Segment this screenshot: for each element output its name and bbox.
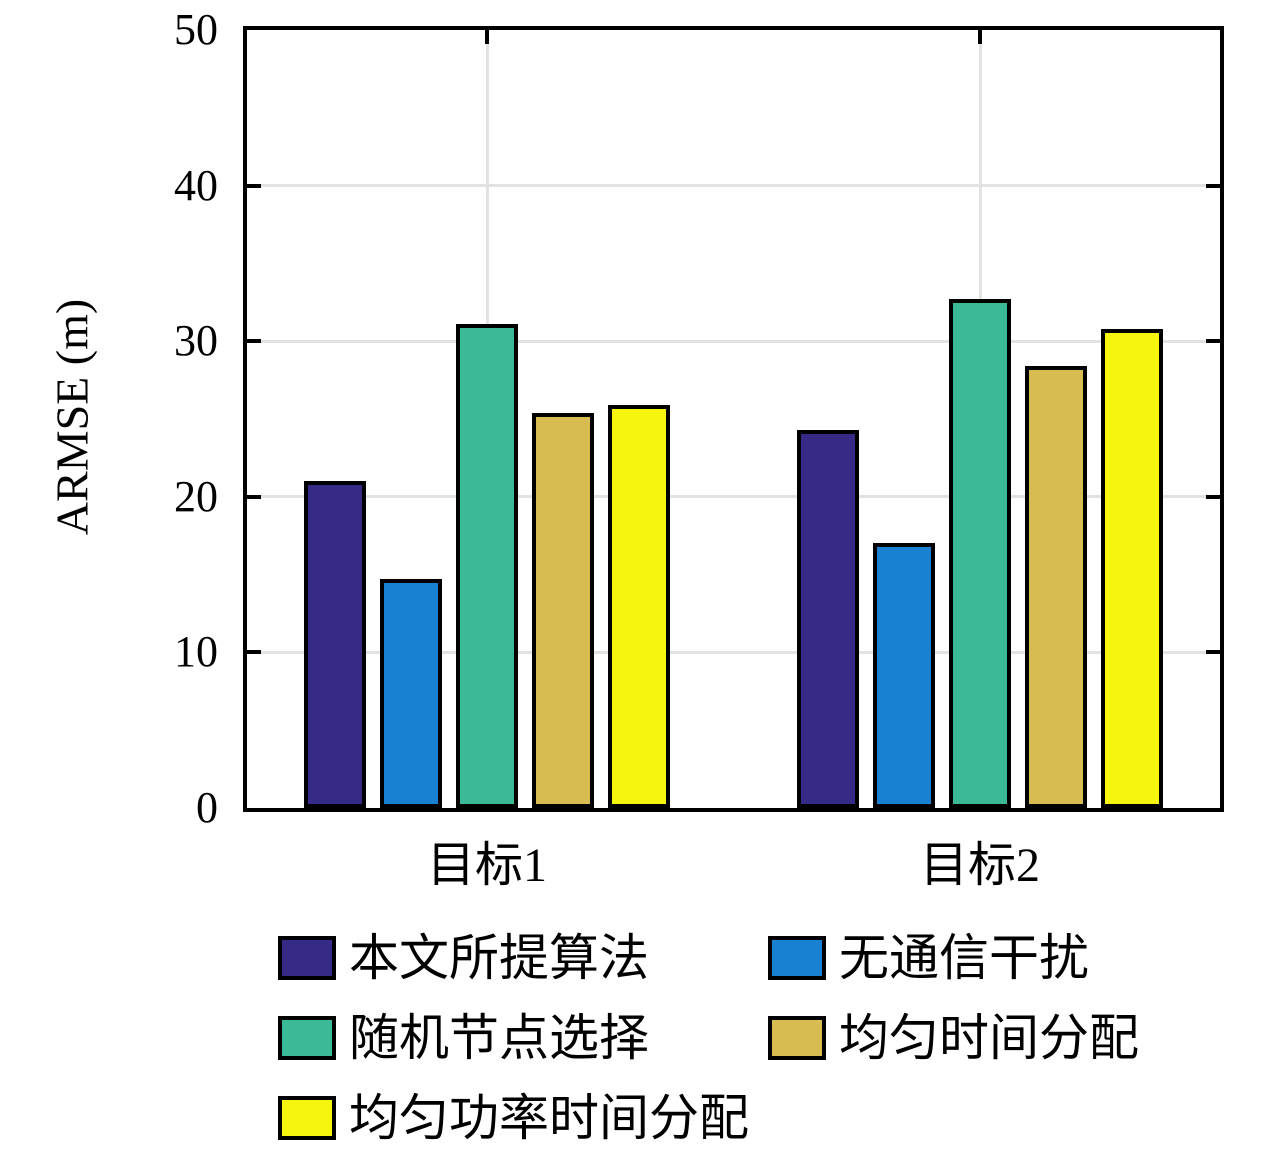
y-tick-label: 30 [174, 316, 218, 366]
plot-area [243, 26, 1224, 812]
legend-item: 本文所提算法 [278, 929, 649, 987]
x-axis-tick [978, 30, 982, 44]
bar-目标2-均匀时间分配 [1025, 366, 1087, 808]
y-axis-tick [247, 650, 261, 655]
x-tick-label: 目标2 [919, 839, 1041, 892]
y-tick-label: 20 [174, 471, 218, 521]
legend-item: 随机节点选择 [278, 1009, 649, 1067]
legend-swatch [278, 1016, 336, 1060]
legend-swatch [768, 936, 826, 980]
legend-item: 均匀功率时间分配 [278, 1089, 749, 1147]
bar-目标2-随机节点选择 [949, 299, 1011, 808]
y-axis-tick [1206, 183, 1220, 188]
horizontal-gridline [247, 495, 1220, 499]
legend-label: 随机节点选择 [349, 1010, 649, 1066]
legend-swatch [278, 1096, 336, 1140]
bar-目标2-均匀功率时间分配 [1101, 329, 1163, 808]
x-axis-tick [485, 30, 489, 44]
legend-label: 本文所提算法 [349, 930, 649, 986]
y-tick-label: 10 [174, 627, 218, 677]
legend-label: 均匀时间分配 [839, 1010, 1139, 1066]
bar-目标1-均匀时间分配 [532, 413, 594, 808]
y-tick-label: 40 [174, 160, 218, 210]
plot-inner [247, 30, 1220, 808]
y-axis-tick [1206, 339, 1220, 344]
x-tick-label: 目标1 [426, 839, 548, 892]
y-axis-tick [247, 339, 261, 344]
bar-目标2-无通信干扰 [873, 543, 935, 808]
bar-目标1-均匀功率时间分配 [608, 405, 670, 808]
legend-item: 均匀时间分配 [768, 1009, 1139, 1067]
bar-目标2-本文所提算法 [797, 430, 859, 808]
legend-swatch [768, 1016, 826, 1060]
y-tick-label: 0 [196, 783, 218, 832]
legend-item: 无通信干扰 [768, 929, 1089, 987]
y-tick-label: 50 [174, 5, 218, 54]
legend-label: 均匀功率时间分配 [349, 1090, 749, 1146]
y-axis-tick [247, 494, 261, 499]
legend-swatch [278, 936, 336, 980]
y-axis-tick [1206, 494, 1220, 499]
legend-label: 无通信干扰 [839, 930, 1089, 986]
horizontal-gridline [247, 650, 1220, 654]
y-axis-tick [1206, 650, 1220, 655]
horizontal-gridline [247, 184, 1220, 188]
horizontal-gridline [247, 339, 1220, 343]
bar-目标1-无通信干扰 [380, 579, 442, 808]
bar-目标1-随机节点选择 [456, 324, 518, 808]
y-axis-tick [247, 183, 261, 188]
bar-目标1-本文所提算法 [304, 481, 366, 808]
